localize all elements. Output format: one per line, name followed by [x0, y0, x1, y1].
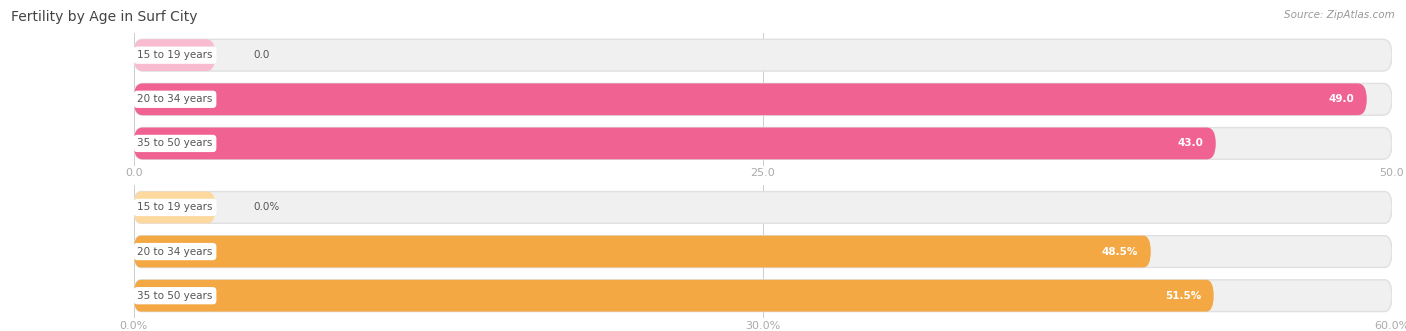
Text: 20 to 34 years: 20 to 34 years [138, 94, 212, 104]
FancyBboxPatch shape [134, 127, 1216, 159]
Text: 51.5%: 51.5% [1164, 291, 1201, 301]
Text: 15 to 19 years: 15 to 19 years [138, 203, 212, 213]
Text: 15 to 19 years: 15 to 19 years [138, 50, 212, 60]
Text: 49.0: 49.0 [1329, 94, 1354, 104]
Text: Fertility by Age in Surf City: Fertility by Age in Surf City [11, 10, 198, 24]
Text: 20 to 34 years: 20 to 34 years [138, 247, 212, 257]
FancyBboxPatch shape [134, 127, 1392, 159]
FancyBboxPatch shape [134, 39, 215, 71]
Text: 43.0: 43.0 [1177, 138, 1204, 148]
Text: 35 to 50 years: 35 to 50 years [138, 291, 212, 301]
Text: 0.0%: 0.0% [253, 203, 280, 213]
FancyBboxPatch shape [134, 192, 1392, 223]
FancyBboxPatch shape [134, 39, 1392, 71]
Text: Source: ZipAtlas.com: Source: ZipAtlas.com [1284, 10, 1395, 20]
FancyBboxPatch shape [134, 83, 1367, 115]
Text: 48.5%: 48.5% [1102, 247, 1139, 257]
FancyBboxPatch shape [134, 236, 1392, 267]
Text: 35 to 50 years: 35 to 50 years [138, 138, 212, 148]
Text: 0.0: 0.0 [253, 50, 270, 60]
FancyBboxPatch shape [134, 192, 215, 223]
FancyBboxPatch shape [134, 236, 1150, 267]
FancyBboxPatch shape [134, 280, 1392, 311]
FancyBboxPatch shape [134, 83, 1392, 115]
FancyBboxPatch shape [134, 280, 1213, 311]
